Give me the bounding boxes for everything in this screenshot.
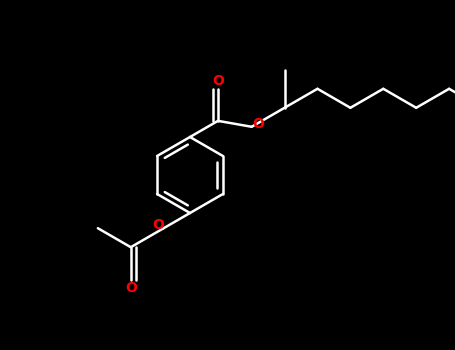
Text: O: O <box>125 280 136 294</box>
Text: O: O <box>212 74 224 88</box>
Text: O: O <box>153 218 165 232</box>
Text: O: O <box>253 117 265 131</box>
